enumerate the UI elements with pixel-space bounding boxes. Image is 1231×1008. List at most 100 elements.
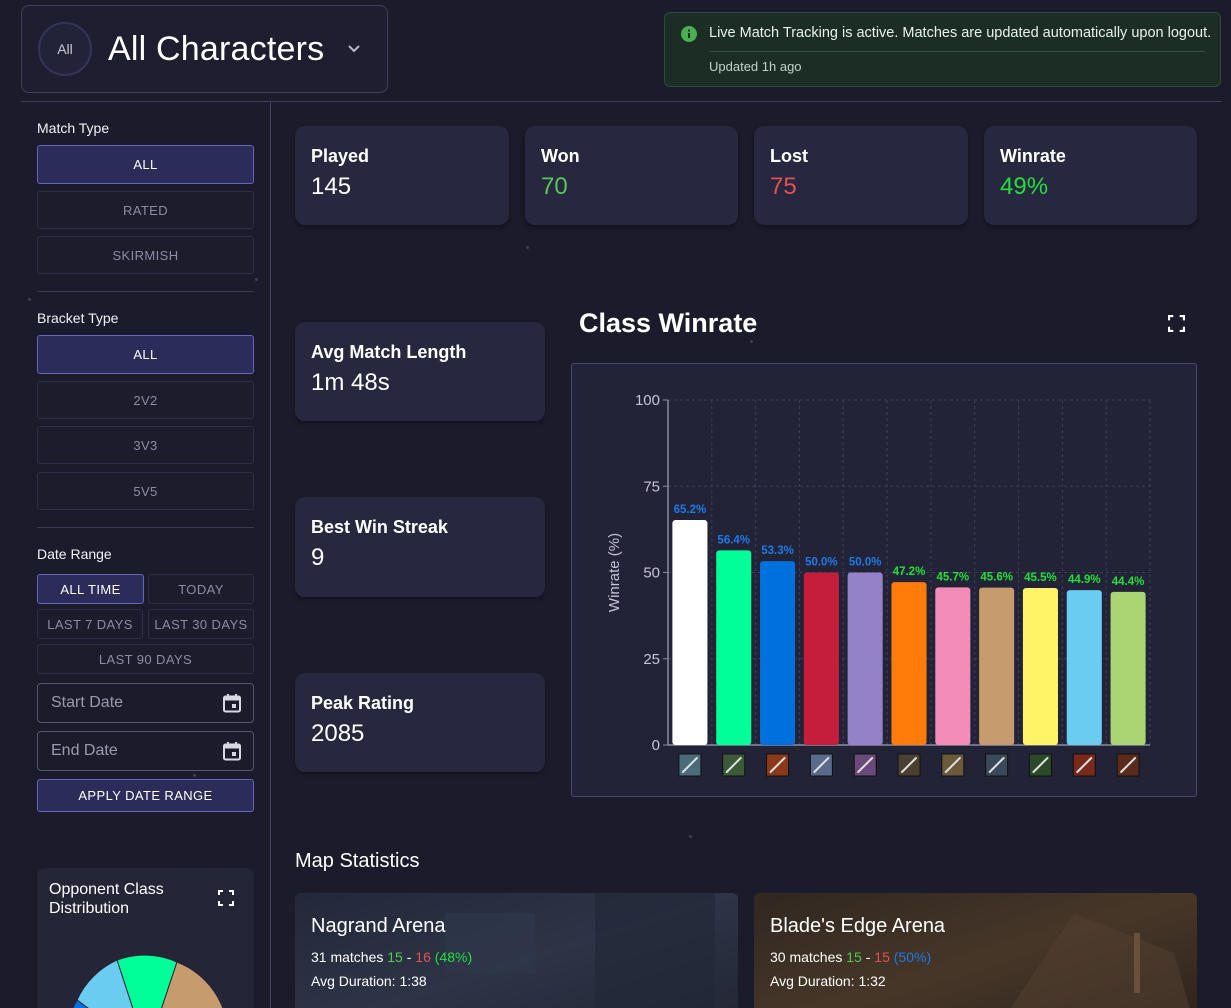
lost-label: Lost <box>770 146 808 166</box>
opponent-class-card: Opponent Class Distribution <box>37 868 254 1008</box>
bracket-2v2-button[interactable]: 2V2 <box>37 381 254 419</box>
date-last-7-days-button[interactable]: LAST 7 DAYS <box>37 609 143 639</box>
match-type-rated-button[interactable]: RATED <box>37 191 254 229</box>
map-avg-duration: Avg Duration: 1:32 <box>770 973 886 989</box>
winrate-value: 49% <box>1000 173 1049 200</box>
peak-rating-value: 2085 <box>311 720 365 747</box>
best-win-streak-card: Best Win Streak 9 <box>295 497 545 597</box>
class-icon-glyph <box>813 757 830 773</box>
bar <box>716 550 752 745</box>
y-tick-label: 100 <box>635 392 660 409</box>
class-winrate-chart: 0 25 50 75 100 Winrate (%) 65.2% 56.4% 53.3% 50.0… <box>571 363 1197 797</box>
chevron-down-icon <box>348 45 360 53</box>
class-icon-glyph <box>944 757 961 773</box>
bar <box>935 587 971 745</box>
map-name: Blade's Edge Arena <box>770 915 946 937</box>
data-label: 50.0% <box>849 557 882 569</box>
map-won: 15 <box>846 949 862 965</box>
won-card: Won 70 <box>525 126 738 225</box>
alert-updated: Updated 1h ago <box>709 59 802 74</box>
played-label: Played <box>311 146 370 166</box>
end-date-field[interactable]: End Date <box>37 731 254 771</box>
info-icon <box>681 26 697 42</box>
background-dot <box>526 246 529 249</box>
map-background-image <box>295 893 738 1008</box>
data-label: 53.3% <box>761 545 794 557</box>
bar <box>979 587 1015 745</box>
best-win-streak-value: 9 <box>311 544 325 571</box>
map-matches: 31 matches <box>311 949 384 965</box>
class-icon-glyph <box>901 757 917 773</box>
start-date-field[interactable]: Start Date <box>37 683 254 723</box>
bar <box>1066 590 1102 745</box>
bar <box>891 582 927 745</box>
apply-date-range-button[interactable]: APPLY DATE RANGE <box>37 779 254 812</box>
header-divider <box>21 101 1221 102</box>
class-icon-glyph <box>1032 757 1049 773</box>
class-winrate-svg: 0 25 50 75 100 Winrate (%) 65.2% 56.4% 53.3% 50.0… <box>606 392 1151 777</box>
date-last-30-days-button[interactable]: LAST 30 DAYS <box>148 609 254 639</box>
map-avg-duration: Avg Duration: 1:38 <box>311 973 427 989</box>
bar <box>1022 588 1058 745</box>
match-type-label: Match Type <box>37 120 110 136</box>
data-label: 44.4% <box>1112 576 1145 588</box>
match-type-all-button[interactable]: ALL <box>37 145 254 184</box>
map-statistics-heading: Map Statistics <box>295 850 420 872</box>
class-icon-glyph <box>857 757 874 773</box>
data-label: 47.2% <box>893 566 926 578</box>
date-range-label: Date Range <box>37 546 112 562</box>
winrate-card: Winrate 49% <box>984 126 1197 225</box>
map-background-image <box>754 893 1197 1008</box>
avatar-label: All <box>57 41 73 57</box>
date-all-time-button[interactable]: ALL TIME <box>37 574 144 604</box>
map-record: 30 matches 15 - 15 (50%) <box>770 949 932 965</box>
data-label: 45.6% <box>980 572 1013 584</box>
map-winrate: (48%) <box>434 949 473 965</box>
map-card-blades-edge[interactable]: Blade's Edge Arena 30 matches 15 - 15 (5… <box>754 893 1197 1008</box>
class-icon-glyph <box>1120 757 1137 773</box>
opponent-class-title: Opponent Class Distribution <box>49 881 164 917</box>
y-tick-label: 50 <box>643 565 660 582</box>
map-record: 31 matches 15 - 16 (48%) <box>311 949 473 965</box>
background-dot <box>689 835 692 838</box>
alert-message: Live Match Tracking is active. Matches a… <box>709 25 1212 41</box>
class-icon-glyph <box>769 757 786 773</box>
character-selector[interactable]: All All Characters <box>21 5 388 93</box>
start-date-placeholder: Start Date <box>51 694 124 711</box>
class-icon-glyph <box>681 757 698 773</box>
y-axis-label: Winrate (%) <box>606 533 623 612</box>
bracket-5v5-button[interactable]: 5V5 <box>37 472 254 510</box>
date-last-90-days-button[interactable]: LAST 90 DAYS <box>37 644 254 674</box>
chart-title: Class Winrate <box>579 308 758 338</box>
lost-card: Lost 75 <box>754 126 968 225</box>
calendar-icon[interactable] <box>222 741 242 761</box>
calendar-icon[interactable] <box>222 693 242 713</box>
background-dot <box>193 774 196 777</box>
bracket-all-button[interactable]: ALL <box>37 335 254 374</box>
won-value: 70 <box>541 173 568 200</box>
avg-match-length-label: Avg Match Length <box>311 342 467 362</box>
character-name: All Characters <box>108 29 325 68</box>
data-label: 56.4% <box>717 534 750 546</box>
avg-match-length-value: 1m 48s <box>311 369 390 396</box>
lost-value: 75 <box>770 173 797 200</box>
date-today-button[interactable]: TODAY <box>148 574 254 604</box>
data-label: 65.2% <box>674 504 707 516</box>
match-type-skirmish-button[interactable]: SKIRMISH <box>37 236 254 274</box>
fullscreen-icon[interactable] <box>218 890 234 906</box>
map-lost: 16 <box>415 949 431 965</box>
data-label: 45.7% <box>937 571 970 583</box>
fullscreen-icon[interactable] <box>1168 315 1185 332</box>
class-icon-glyph <box>988 757 1005 773</box>
background-dot <box>28 298 31 301</box>
alert-divider <box>709 51 1205 52</box>
bar <box>803 572 839 745</box>
y-tick-label: 75 <box>643 478 660 495</box>
map-card-nagrand[interactable]: Nagrand Arena 31 matches 15 - 16 (48%) A… <box>295 893 738 1008</box>
best-win-streak-label: Best Win Streak <box>311 517 448 537</box>
peak-rating-card: Peak Rating 2085 <box>295 673 545 772</box>
bracket-3v3-button[interactable]: 3V3 <box>37 426 254 464</box>
y-tick-label: 25 <box>643 651 660 668</box>
sidebar-section-divider <box>37 291 254 292</box>
background-dot <box>255 278 258 281</box>
